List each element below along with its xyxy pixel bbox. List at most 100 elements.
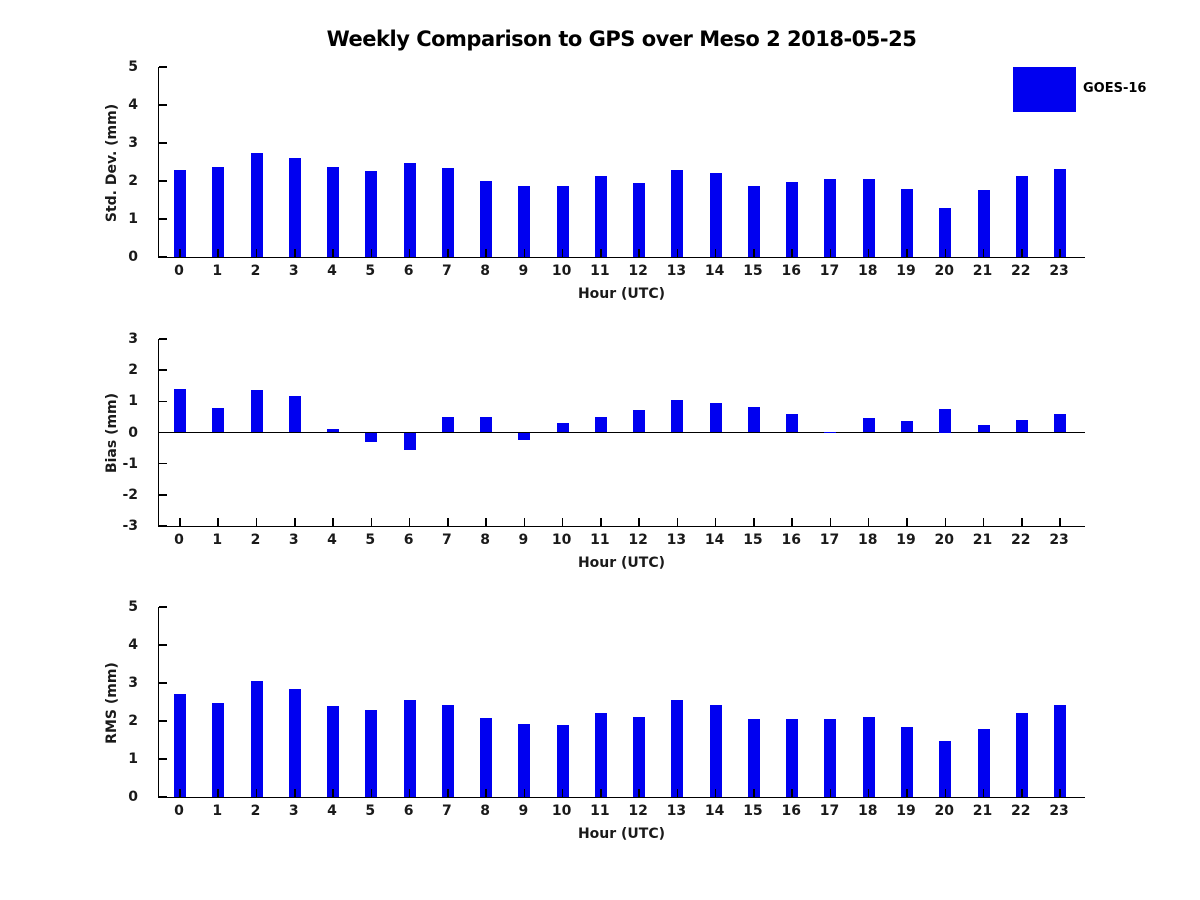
x-tick-mark [1021, 518, 1023, 526]
y-tick-label: 4 [128, 637, 138, 653]
x-tick-mark [179, 789, 181, 797]
x-tick-label: 1 [212, 803, 223, 819]
x-tick-label: 16 [781, 263, 801, 279]
x-tick-label: 8 [480, 803, 490, 819]
x-tick-mark [1059, 249, 1061, 257]
bar-hour-3 [288, 688, 301, 797]
x-tick-label: 10 [551, 532, 572, 548]
x-tick-mark [1059, 518, 1061, 526]
x-tick-label: 22 [1011, 532, 1031, 548]
rms-x-axis-ticks: 0 1 2 3 4 5 6 7 8 9 10 11 12 13 14 15 16 17 18 19 20 21 22 23 [158, 798, 1085, 824]
y-tick-mark [159, 796, 167, 798]
bar-hour-21 [977, 728, 990, 797]
bar-hour-7 [441, 705, 454, 797]
x-tick-mark [447, 518, 449, 526]
bar-hour-15 [747, 185, 760, 257]
y-tick-mark [159, 369, 167, 371]
x-tick-mark [255, 789, 258, 797]
bar-hour-18 [862, 179, 875, 257]
x-tick-mark [523, 789, 526, 797]
bar-hour-6 [403, 432, 416, 450]
x-tick-mark [906, 789, 908, 797]
x-tick-mark [600, 518, 602, 526]
bias-subplot: Bias (mm) -3 -2 -1 0 1 2 3 0 1 2 3 4 5 6 7 8 9 10 11 12 13 1… [0, 331, 1200, 571]
x-tick-label: 21 [972, 803, 993, 819]
x-tick-mark [714, 518, 717, 526]
rms-y-axis-ticks: 0 1 2 3 4 5 [0, 599, 148, 805]
x-tick-label: 23 [1049, 263, 1069, 279]
bar-hour-22 [1015, 419, 1028, 433]
x-tick-label: 7 [441, 263, 452, 279]
x-tick-mark [332, 789, 334, 797]
x-tick-label: 11 [590, 803, 610, 819]
bar-hour-23 [1054, 413, 1067, 433]
y-tick-label: 5 [128, 59, 138, 75]
x-tick-mark [714, 789, 717, 797]
x-tick-mark [906, 249, 908, 257]
x-tick-mark [408, 249, 411, 257]
y-tick-label: 2 [128, 173, 138, 189]
x-tick-label: 12 [628, 532, 648, 548]
x-tick-label: 8 [480, 532, 490, 548]
x-tick-label: 1 [212, 532, 223, 548]
x-tick-label: 9 [518, 532, 529, 548]
bias-x-axis-ticks: 0 1 2 3 4 5 6 7 8 9 10 11 12 13 14 15 16 17 18 19 20 21 22 23 [158, 527, 1085, 553]
x-tick-label: 18 [857, 803, 878, 819]
x-tick-mark [1021, 249, 1023, 257]
x-tick-label: 19 [896, 803, 916, 819]
zero-axis-line [159, 431, 1085, 434]
bar-hour-19 [901, 421, 913, 433]
bar-hour-10 [556, 423, 569, 433]
x-tick-mark [332, 518, 334, 526]
x-tick-label: 0 [174, 532, 184, 548]
x-tick-label: 4 [327, 803, 337, 819]
x-tick-mark [791, 518, 793, 526]
x-tick-label: 3 [288, 532, 299, 548]
y-tick-label: -1 [122, 455, 138, 472]
x-tick-mark [1059, 789, 1061, 797]
x-tick-mark [753, 789, 755, 797]
x-tick-mark [485, 789, 487, 797]
x-tick-mark [561, 518, 564, 526]
x-tick-label: 21 [972, 532, 993, 548]
x-tick-label: 17 [819, 263, 840, 279]
bar-hour-13 [671, 399, 684, 433]
x-tick-mark [944, 249, 947, 257]
x-tick-mark [523, 249, 526, 257]
x-tick-mark [867, 518, 870, 526]
x-tick-label: 9 [518, 803, 529, 819]
bar-hour-4 [327, 428, 340, 433]
bar-hour-10 [556, 185, 569, 257]
x-tick-label: 16 [781, 803, 801, 819]
bar-hour-13 [671, 169, 684, 257]
bar-hour-4 [327, 705, 340, 797]
x-tick-label: 0 [174, 803, 184, 819]
x-tick-label: 20 [934, 263, 954, 279]
x-tick-mark [370, 518, 373, 526]
x-tick-label: 15 [743, 263, 763, 279]
x-tick-mark [829, 518, 832, 526]
x-tick-mark [332, 249, 334, 257]
x-tick-label: 12 [628, 803, 648, 819]
y-tick-mark [159, 66, 167, 68]
x-tick-label: 5 [365, 532, 376, 548]
y-tick-mark [159, 644, 167, 646]
bar-hour-10 [556, 725, 569, 797]
y-tick-label: 0 [128, 789, 138, 805]
x-tick-label: 23 [1049, 532, 1069, 548]
bar-hour-6 [403, 700, 416, 797]
bar-hour-4 [327, 166, 340, 257]
x-tick-mark [255, 249, 258, 257]
x-tick-mark [370, 789, 373, 797]
y-tick-label: -3 [122, 518, 138, 534]
x-tick-mark [867, 249, 870, 257]
x-tick-mark [867, 789, 870, 797]
x-tick-mark [408, 518, 411, 526]
bar-hour-17 [824, 719, 837, 797]
legend-color-swatch [1013, 67, 1076, 112]
x-tick-mark [638, 789, 640, 797]
x-tick-label: 6 [403, 532, 414, 548]
x-tick-mark [638, 518, 640, 526]
bar-hour-19 [901, 189, 913, 257]
bar-hour-14 [709, 172, 722, 257]
